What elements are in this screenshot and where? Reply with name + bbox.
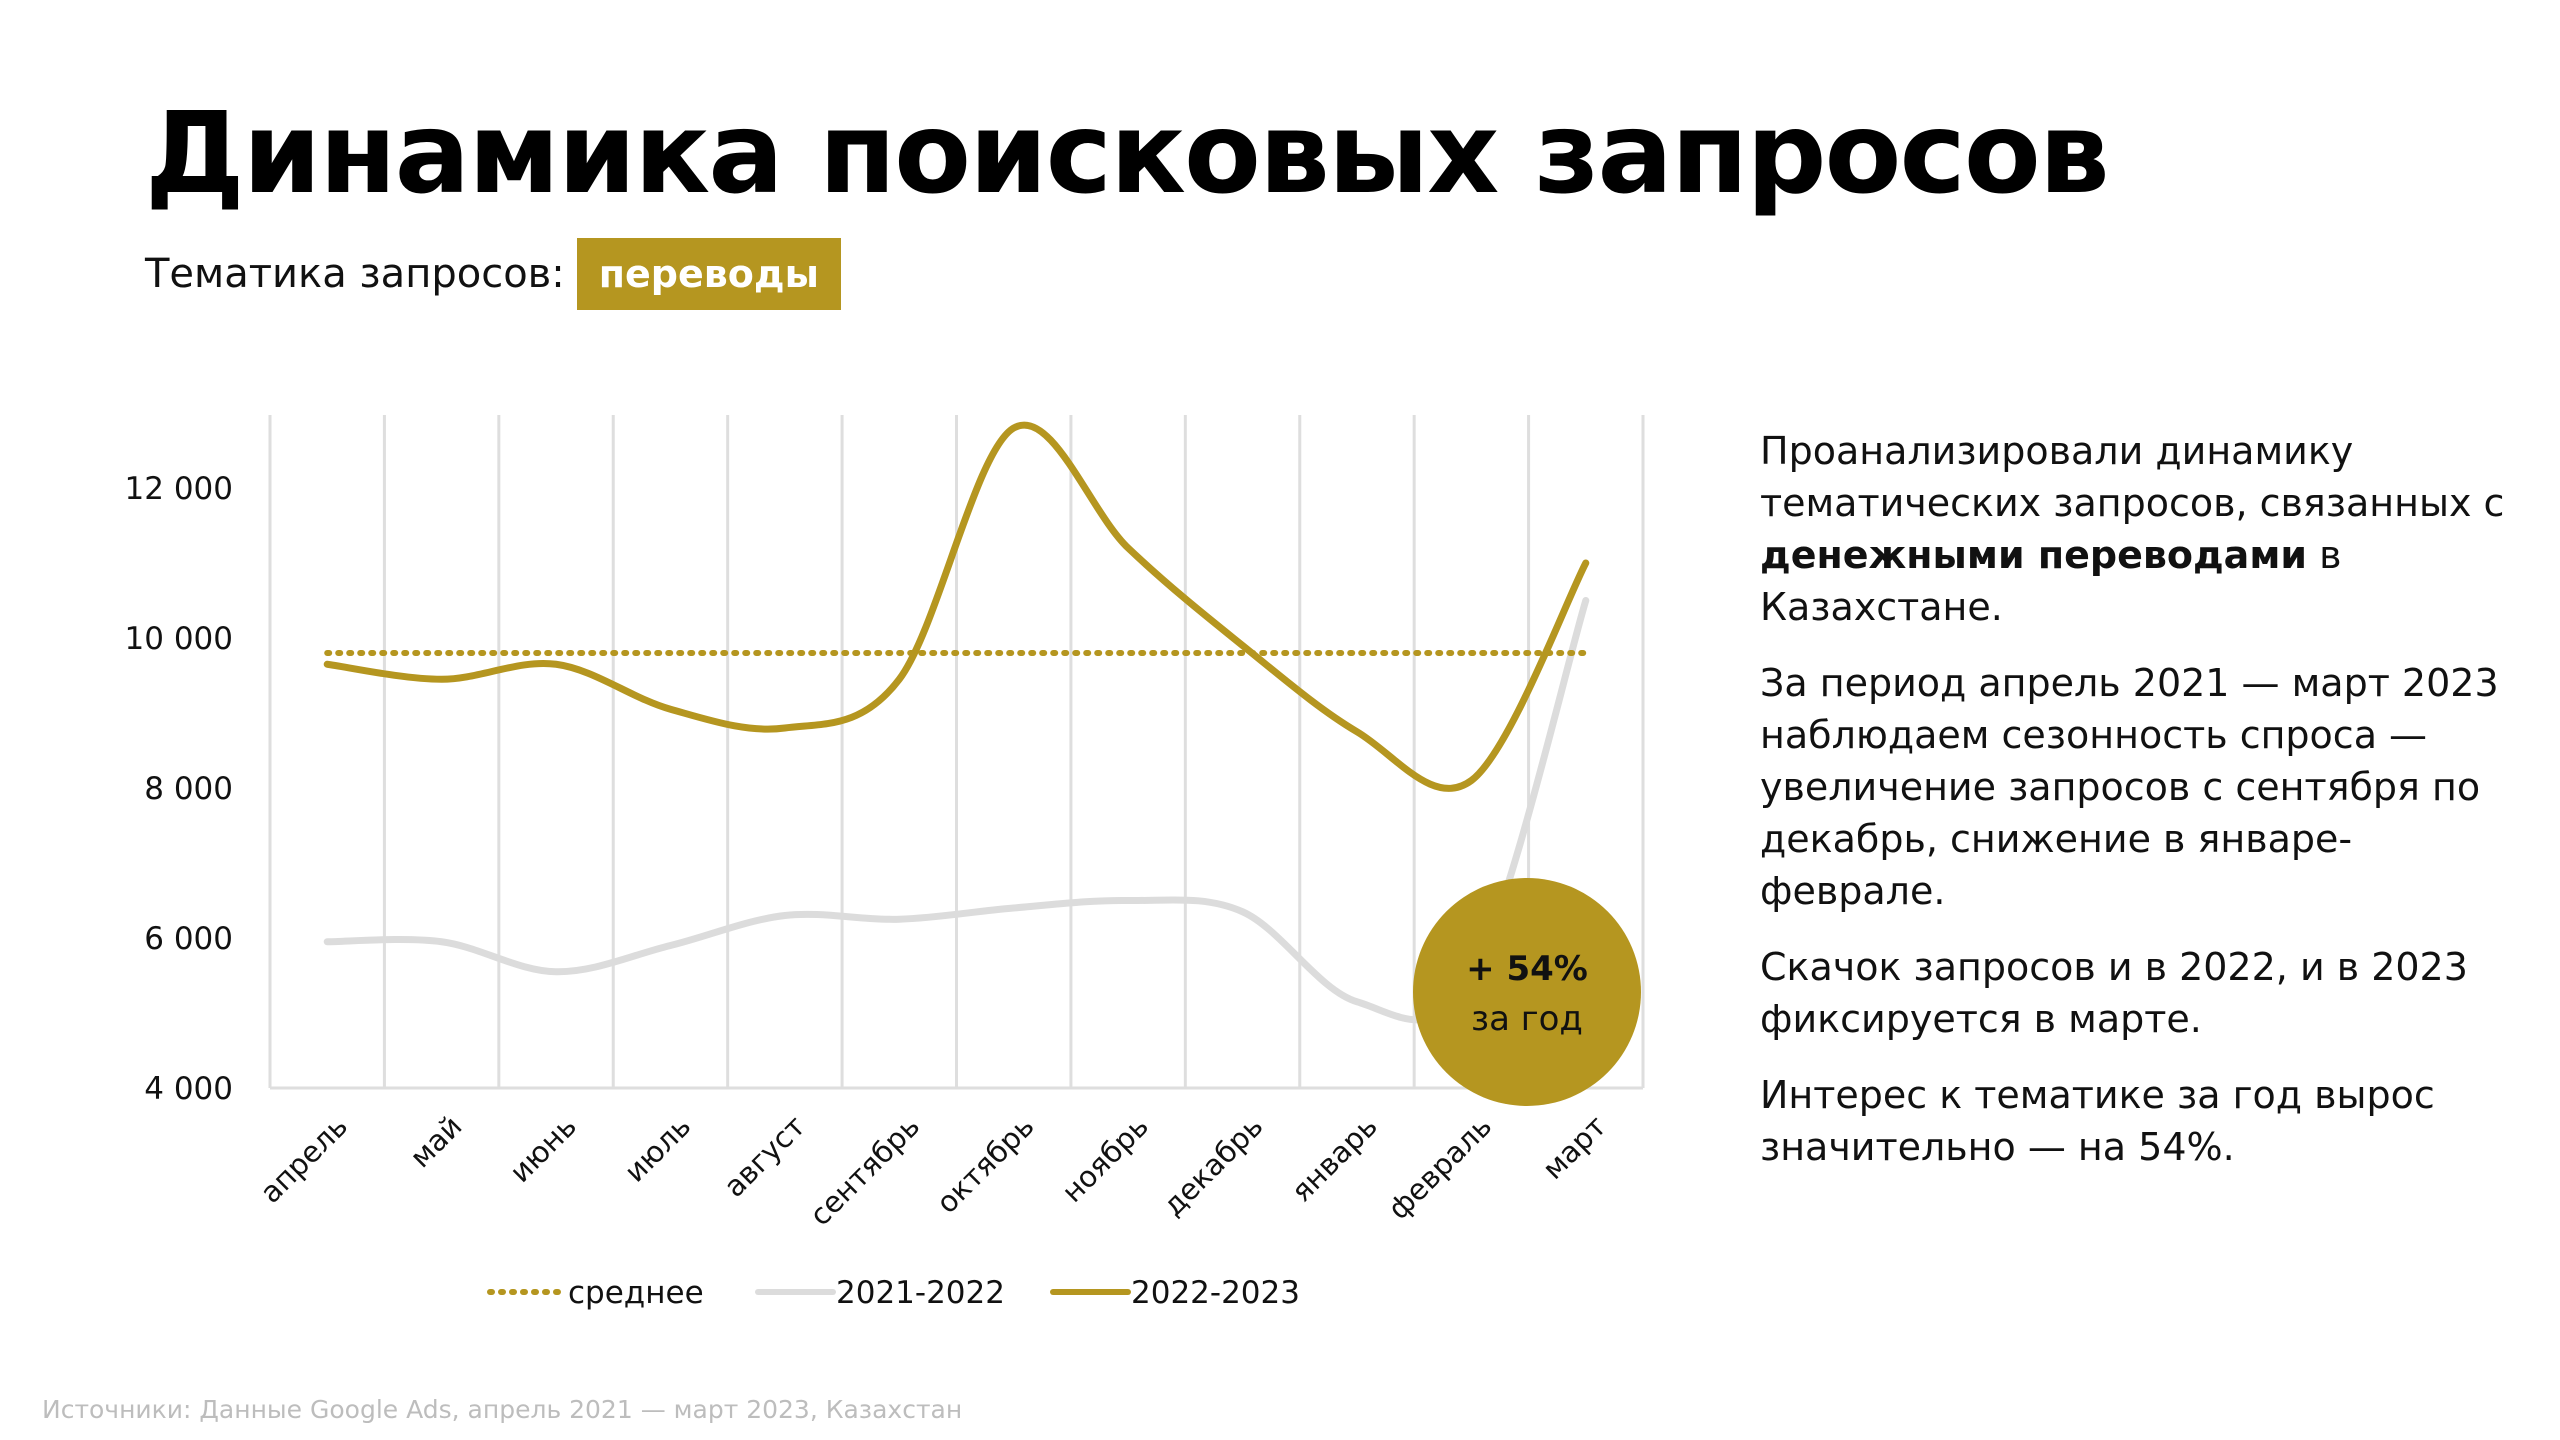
x-tick-label: август (717, 1109, 812, 1204)
description-panel: Проанализировали динамику тематических з… (1760, 425, 2520, 1197)
y-tick-label: 4 000 (144, 1071, 233, 1107)
legend-label: среднее (568, 1275, 704, 1311)
y-tick-label: 6 000 (144, 921, 233, 957)
x-tick-label: май (403, 1109, 468, 1174)
topic-row: Тематика запросов: переводы (145, 238, 841, 310)
line-chart: 4 000 6 000 8 000 10 000 12 000 апрель май июнь… (125, 415, 1645, 1311)
chart-container: 4 000 6 000 8 000 10 000 12 000 апрель май июнь… (125, 415, 1645, 1311)
topic-badge: переводы (576, 238, 841, 310)
page-title: Динамика поисковых запросов (145, 89, 2110, 219)
description-paragraph-2: За период апрель 2021 — март 2023 наблюд… (1760, 661, 2499, 913)
x-tick-label: февраль (1381, 1109, 1498, 1226)
x-tick-label: сентябрь (803, 1109, 926, 1232)
description-p1-prefix: Проанализировали динамику тематических з… (1760, 429, 2505, 525)
description-paragraph-4: Интерес к тематике за год вырос значител… (1760, 1073, 2435, 1169)
legend-label: 2022-2023 (1131, 1275, 1300, 1311)
y-tick-label: 12 000 (125, 471, 233, 507)
description-paragraph-3: Скачок запросов и в 2022, и в 2023 фикси… (1760, 945, 2468, 1041)
description-p1-suffix: в Казахстане. (1760, 533, 2342, 629)
x-tick-label: апрель (253, 1109, 354, 1210)
source-note: Источники: Данные Google Ads, апрель 202… (42, 1395, 963, 1424)
x-tick-label: июль (618, 1109, 698, 1189)
y-tick-label: 8 000 (144, 771, 233, 807)
description-p1-bold: денежными переводами (1760, 533, 2308, 577)
y-tick-label: 10 000 (125, 621, 233, 657)
x-tick-label: ноябрь (1055, 1109, 1155, 1209)
annotation-value: + 54% (1466, 949, 1588, 989)
x-tick-label: октябрь (930, 1109, 1041, 1220)
x-tick-label: январь (1284, 1109, 1384, 1209)
topic-label: Тематика запросов: (145, 251, 565, 297)
annotation-circle (1413, 878, 1641, 1106)
x-tick-label: июнь (503, 1109, 583, 1189)
x-tick-label: март (1536, 1109, 1613, 1186)
series-line-2022-2023 (323, 421, 1590, 792)
x-tick-label: декабрь (1156, 1109, 1270, 1223)
description-paragraph-1: Проанализировали динамику тематических з… (1760, 425, 2520, 633)
annotation-label: за год (1471, 999, 1583, 1039)
legend-label: 2021-2022 (836, 1275, 1005, 1311)
